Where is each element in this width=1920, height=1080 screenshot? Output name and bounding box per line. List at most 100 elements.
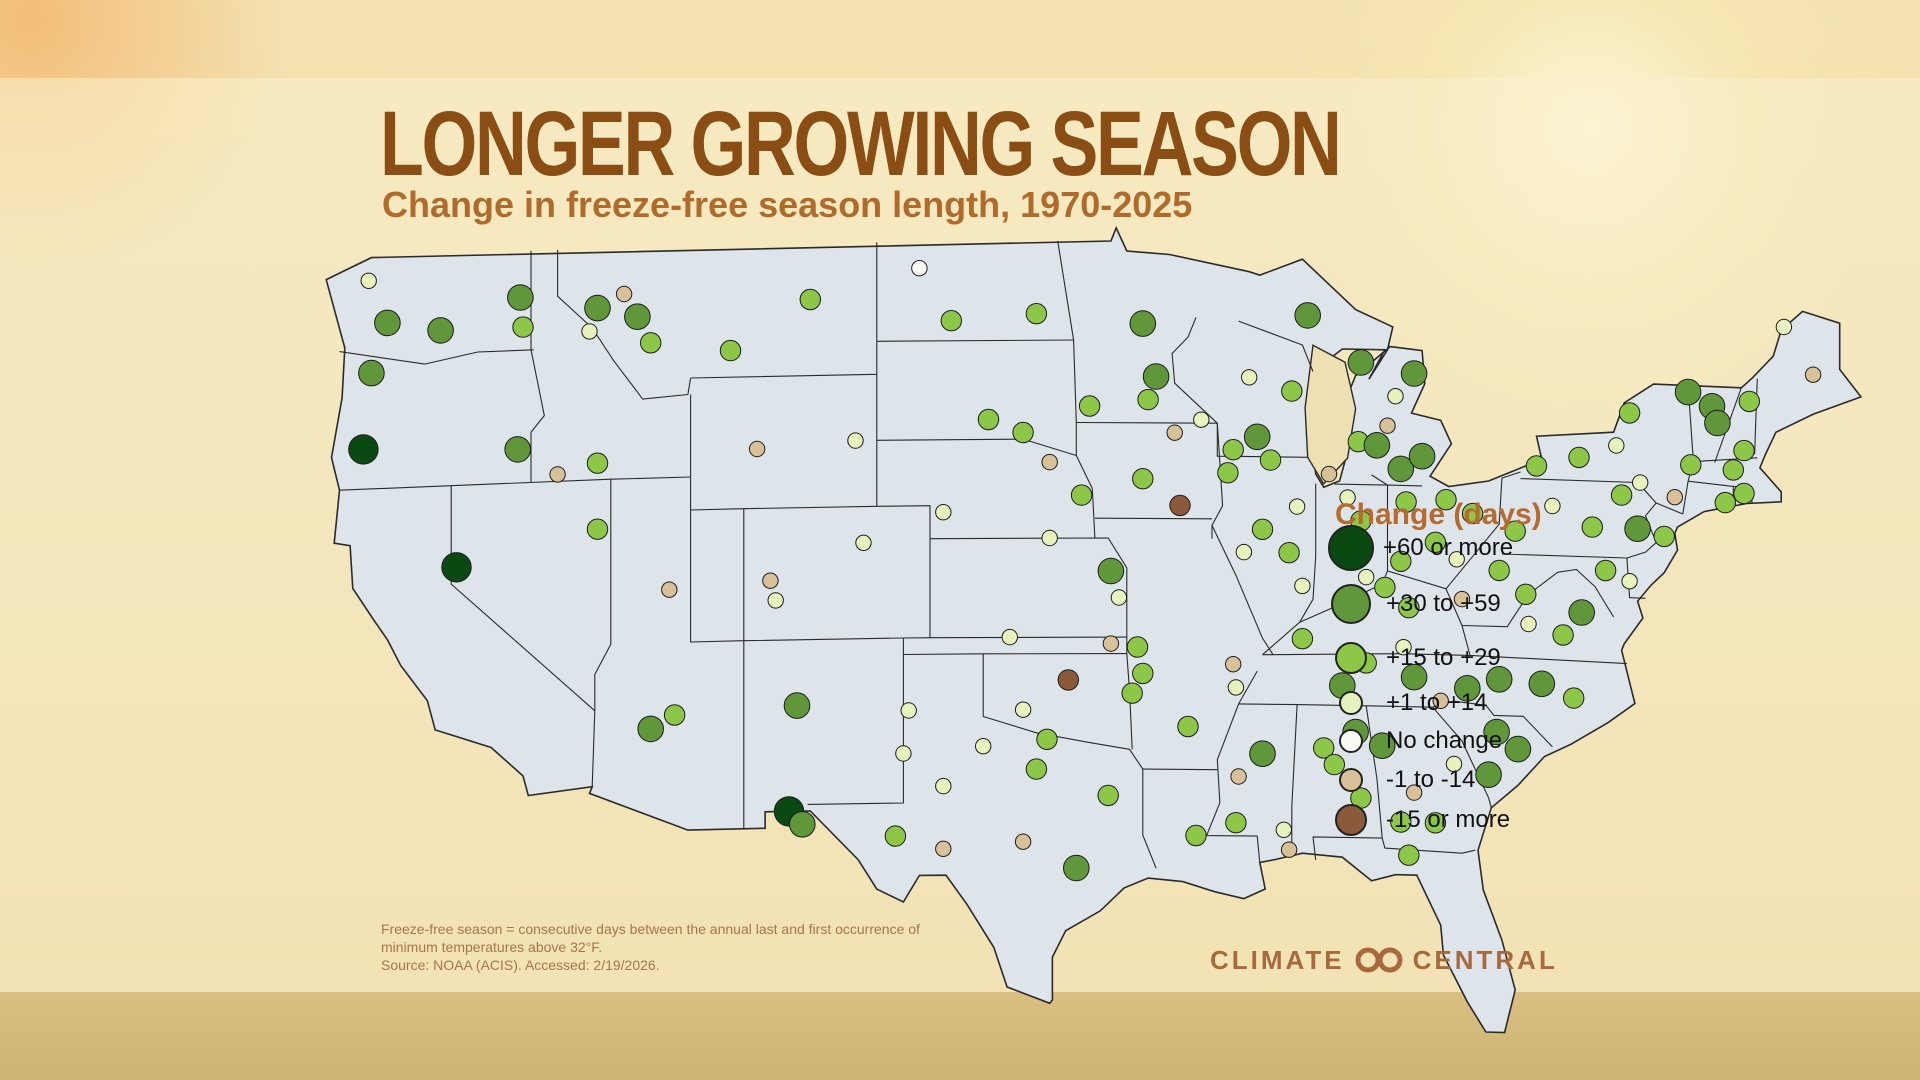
- station-marker: [1291, 628, 1314, 650]
- station-marker: [1121, 682, 1143, 704]
- station-marker: [975, 738, 992, 755]
- station-marker: [1704, 409, 1731, 437]
- station-marker: [1294, 577, 1311, 595]
- brand-left: CLIMATE: [1210, 944, 1345, 975]
- station-marker: [549, 466, 566, 483]
- state-border: [1754, 378, 1758, 455]
- station-marker: [1320, 465, 1338, 483]
- legend-swatch: [1339, 768, 1363, 792]
- bottom-band: [0, 992, 1920, 1080]
- station-marker: [1222, 439, 1244, 461]
- station-marker: [581, 323, 598, 340]
- station-marker: [584, 294, 611, 322]
- station-marker: [1733, 482, 1755, 505]
- station-marker: [1281, 380, 1303, 402]
- station-marker: [855, 534, 872, 551]
- station-marker: [1398, 844, 1420, 866]
- station-marker: [789, 811, 816, 838]
- station-marker: [1390, 811, 1412, 833]
- station-marker: [1078, 395, 1101, 417]
- station-marker: [762, 572, 779, 589]
- station-marker: [748, 440, 766, 458]
- state-border: [339, 349, 534, 365]
- station-marker: [1653, 525, 1675, 548]
- station-marker: [441, 552, 472, 583]
- station-marker: [1424, 531, 1447, 553]
- station-marker: [1288, 498, 1306, 515]
- legend-item: +30 to +59: [1328, 576, 1588, 632]
- station-marker: [1368, 732, 1396, 760]
- state-border: [1299, 483, 1317, 623]
- station-marker: [1387, 455, 1415, 483]
- state-border: [807, 638, 904, 805]
- state-border: [1432, 706, 1492, 808]
- station-marker: [1722, 459, 1745, 481]
- state-border: [557, 250, 692, 400]
- state-border: [1334, 483, 1388, 486]
- station-marker: [1193, 411, 1210, 428]
- station-marker: [1390, 550, 1412, 572]
- legend-title: Change (days): [1335, 498, 1542, 531]
- state-border: [1432, 700, 1553, 748]
- station-marker: [1001, 628, 1018, 646]
- station-marker: [637, 715, 665, 743]
- station-marker: [1132, 662, 1154, 685]
- station-marker: [1041, 529, 1058, 547]
- station-marker: [1347, 349, 1375, 376]
- station-marker: [1405, 784, 1423, 801]
- station-marker: [1568, 446, 1590, 469]
- footnote-line: Source: NOAA (ACIS). Accessed: 2/19/2026…: [381, 957, 660, 973]
- station-marker: [1358, 568, 1375, 586]
- legend-label: +30 to +59: [1386, 590, 1501, 617]
- station-marker: [1102, 635, 1120, 652]
- station-marker: [1804, 366, 1822, 383]
- station-marker: [1581, 516, 1604, 538]
- station-marker: [360, 272, 377, 289]
- legend-swatch: [1339, 729, 1363, 753]
- state-border: [594, 479, 612, 711]
- station-marker: [1097, 784, 1119, 807]
- station-marker: [911, 260, 928, 277]
- station-marker: [1618, 402, 1641, 424]
- station-marker: [1259, 449, 1282, 471]
- page-subtitle: Change in freeze-free season length, 197…: [382, 184, 1193, 225]
- state-border: [1211, 525, 1274, 656]
- station-markers: [348, 260, 1822, 882]
- station-marker: [640, 332, 662, 354]
- station-marker: [1608, 437, 1625, 454]
- station-marker: [1461, 502, 1484, 525]
- state-border: [690, 394, 877, 511]
- station-marker: [1680, 454, 1702, 476]
- station-marker: [1448, 551, 1465, 568]
- legend-swatch: [1328, 525, 1374, 571]
- legend-item: -15 or more: [1328, 792, 1588, 848]
- station-marker: [1445, 755, 1463, 773]
- station-marker: [1621, 573, 1638, 590]
- station-marker: [1624, 515, 1651, 543]
- station-marker: [1097, 557, 1125, 585]
- station-marker: [1432, 692, 1449, 709]
- station-marker: [358, 359, 385, 387]
- us-landmass: [325, 225, 1863, 1034]
- station-marker: [1674, 378, 1702, 406]
- footnote: Freeze-free season = consecutive days be…: [381, 920, 1021, 974]
- station-marker: [512, 316, 534, 338]
- station-marker: [1515, 583, 1537, 605]
- climate-central-logo: CLIMATE CENTRAL: [1210, 945, 1558, 975]
- infinity-icon: [1355, 947, 1403, 973]
- station-marker: [1632, 474, 1649, 491]
- state-border: [1291, 704, 1298, 857]
- station-marker: [1241, 369, 1258, 386]
- station-marker: [1251, 518, 1274, 540]
- station-marker: [1424, 812, 1447, 834]
- station-marker: [1408, 442, 1436, 470]
- station-marker: [507, 284, 534, 311]
- legend-label: +15 to +29: [1386, 644, 1501, 671]
- station-marker: [661, 581, 678, 598]
- station-marker: [1278, 542, 1300, 564]
- station-marker: [1400, 663, 1428, 691]
- station-marker: [1714, 491, 1737, 514]
- station-marker: [935, 777, 952, 795]
- state-border: [1461, 568, 1615, 628]
